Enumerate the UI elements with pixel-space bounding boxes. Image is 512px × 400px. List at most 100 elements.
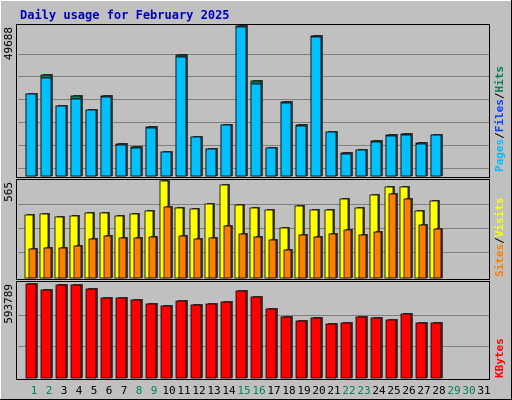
kbytes-bar-day-24 bbox=[370, 317, 382, 379]
day-label-1: 1 bbox=[31, 384, 38, 397]
kbytes-bar-day-19 bbox=[295, 320, 307, 379]
pages-bar-day-16 bbox=[250, 83, 262, 177]
pages-bar-day-11 bbox=[175, 56, 187, 177]
day-label-18: 18 bbox=[282, 384, 295, 397]
kbytes-bar-day-7 bbox=[115, 297, 127, 379]
sites-bar-day-9 bbox=[148, 236, 157, 279]
pages-bar-day-1 bbox=[25, 93, 37, 177]
pages-bar-day-17 bbox=[265, 147, 277, 177]
day-label-19: 19 bbox=[297, 384, 310, 397]
kbytes-bar-day-9 bbox=[145, 303, 157, 379]
pages-bar-day-6 bbox=[100, 96, 112, 177]
kbytes-bar-day-25 bbox=[385, 319, 397, 379]
pages-bar-day-13 bbox=[205, 148, 217, 177]
pages-bar-day-27 bbox=[415, 143, 427, 177]
day-label-23: 23 bbox=[357, 384, 370, 397]
panel-frame-kbytes bbox=[16, 281, 490, 380]
sites-bar-day-14 bbox=[223, 225, 232, 279]
sites-bar-day-7 bbox=[118, 237, 127, 279]
pages-bar-day-23 bbox=[355, 149, 367, 177]
day-label-11: 11 bbox=[177, 384, 190, 397]
kbytes-bar-day-17 bbox=[265, 308, 277, 379]
pages-bar-day-15 bbox=[235, 26, 247, 177]
kbytes-bar-day-2 bbox=[40, 289, 52, 379]
day-label-5: 5 bbox=[91, 384, 98, 397]
day-label-8: 8 bbox=[136, 384, 143, 397]
kbytes-bar-day-20 bbox=[310, 317, 322, 379]
kbytes-bar-day-16 bbox=[250, 296, 262, 379]
day-label-30: 30 bbox=[462, 384, 475, 397]
day-label-15: 15 bbox=[237, 384, 250, 397]
day-label-4: 4 bbox=[76, 384, 83, 397]
panel-2-ymax-label: 565 bbox=[2, 182, 15, 202]
sites-bar-day-27 bbox=[418, 224, 427, 279]
sites-bar-day-12 bbox=[193, 238, 202, 279]
day-label-31: 31 bbox=[477, 384, 490, 397]
pages-bar-day-20 bbox=[310, 36, 322, 177]
pages-bar-day-22 bbox=[340, 153, 352, 177]
panel-frame-visits-sites bbox=[16, 179, 490, 280]
kbytes-bar-day-22 bbox=[340, 322, 352, 379]
sites-bar-day-21 bbox=[328, 233, 337, 279]
sites-bar-day-10 bbox=[163, 206, 172, 279]
pages-bar-day-25 bbox=[385, 135, 397, 177]
legend-visits: Visits bbox=[493, 198, 506, 238]
panel-1-ymax-label: 49688 bbox=[2, 27, 15, 60]
day-label-3: 3 bbox=[61, 384, 68, 397]
day-label-25: 25 bbox=[387, 384, 400, 397]
day-label-2: 2 bbox=[46, 384, 53, 397]
legend-sep-2: / bbox=[493, 92, 506, 99]
chart-marks: 1 2 3 4 5 6 7 8 9 10 11 12 13 14 15 16 17 18 19 20 21 22 23 24 2… bbox=[18, 25, 491, 397]
kbytes-bar-day-15 bbox=[235, 290, 247, 379]
kbytes-bar-day-4 bbox=[70, 284, 82, 379]
sites-bar-day-1 bbox=[28, 248, 37, 279]
day-label-9: 9 bbox=[151, 384, 158, 397]
legend-sep-1: / bbox=[493, 132, 506, 139]
sites-bar-day-22 bbox=[343, 229, 352, 279]
legend-kbytes: KBytes bbox=[493, 338, 506, 378]
pages-bar-day-4 bbox=[70, 98, 82, 177]
sites-bar-day-26 bbox=[403, 198, 412, 279]
pages-bar-day-9 bbox=[145, 127, 157, 177]
sites-bar-day-2 bbox=[43, 247, 52, 279]
legend-sep-3: / bbox=[493, 237, 506, 244]
day-label-21: 21 bbox=[327, 384, 340, 397]
sites-bar-day-19 bbox=[298, 234, 307, 279]
sites-bar-day-3 bbox=[58, 247, 67, 279]
pages-bar-day-7 bbox=[115, 144, 127, 177]
pages-bar-day-28 bbox=[430, 134, 442, 177]
pages-bar-day-8 bbox=[130, 147, 142, 177]
kbytes-bar-day-6 bbox=[100, 297, 112, 379]
day-label-27: 27 bbox=[417, 384, 430, 397]
sites-bar-day-20 bbox=[313, 236, 322, 279]
sites-bar-day-15 bbox=[238, 233, 247, 279]
sites-bar-day-16 bbox=[253, 236, 262, 279]
day-label-20: 20 bbox=[312, 384, 325, 397]
sites-bar-day-25 bbox=[388, 193, 397, 279]
day-label-10: 10 bbox=[162, 384, 175, 397]
sites-bar-day-6 bbox=[103, 235, 112, 279]
day-label-17: 17 bbox=[267, 384, 280, 397]
day-label-12: 12 bbox=[192, 384, 205, 397]
pages-bar-day-3 bbox=[55, 105, 67, 177]
sites-bar-day-17 bbox=[268, 239, 277, 279]
sites-bar-day-13 bbox=[208, 237, 217, 279]
kbytes-bar-day-13 bbox=[205, 303, 217, 379]
sites-bar-day-28 bbox=[433, 228, 442, 279]
day-label-28: 28 bbox=[432, 384, 445, 397]
kbytes-bar-day-10 bbox=[160, 305, 172, 379]
kbytes-bar-day-12 bbox=[190, 304, 202, 379]
kbytes-bar-day-26 bbox=[400, 313, 412, 379]
pages-bar-day-5 bbox=[85, 109, 97, 177]
legend-hits: Hits bbox=[493, 66, 506, 93]
pages-bar-day-24 bbox=[370, 141, 382, 177]
sites-bar-day-23 bbox=[358, 234, 367, 279]
kbytes-bar-day-8 bbox=[130, 299, 142, 379]
pages-bar-day-21 bbox=[325, 131, 337, 177]
legend-sites: Sites bbox=[493, 244, 506, 277]
day-label-6: 6 bbox=[106, 384, 113, 397]
kbytes-bar-day-11 bbox=[175, 300, 187, 379]
pages-bar-day-2 bbox=[40, 77, 52, 177]
pages-bar-day-19 bbox=[295, 125, 307, 177]
